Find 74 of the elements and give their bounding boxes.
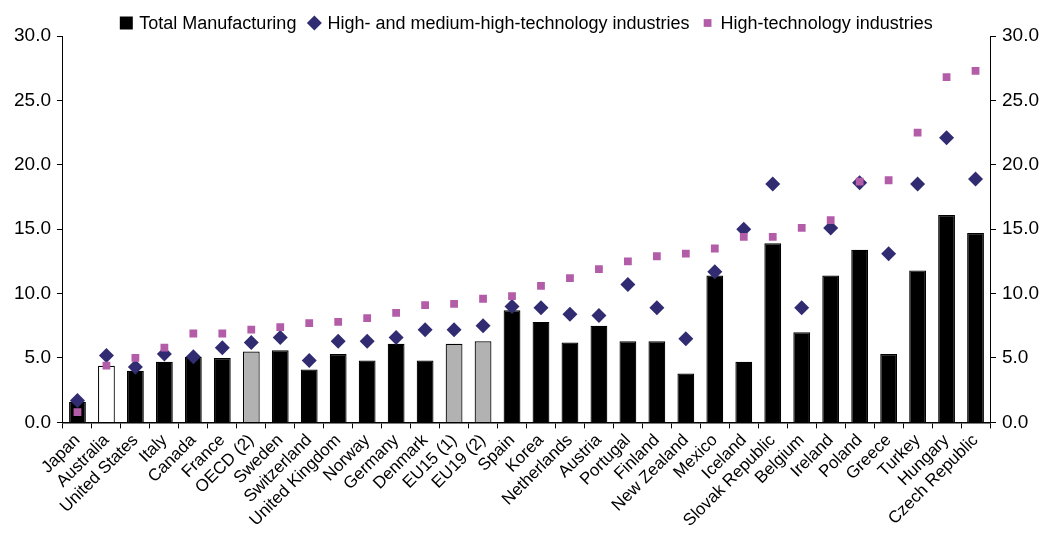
point (479, 294, 487, 303)
point (475, 318, 491, 334)
point (508, 292, 516, 301)
y-tick-label: 5.0 (24, 346, 51, 368)
y2-tick-label: 15.0 (1002, 217, 1039, 239)
point (363, 314, 372, 322)
point (910, 176, 926, 192)
point (276, 323, 285, 331)
point (707, 264, 723, 280)
point (566, 274, 574, 283)
point (881, 246, 897, 262)
y2-tick-label: 0.0 (1002, 410, 1029, 432)
point (504, 298, 520, 314)
point (797, 224, 806, 232)
point (392, 309, 401, 317)
point (678, 331, 694, 347)
point (794, 300, 810, 316)
point (417, 322, 433, 338)
y-tick-label: 0.0 (24, 410, 51, 432)
point (243, 335, 259, 351)
y-tick-label: 25.0 (14, 88, 51, 110)
point (595, 265, 603, 274)
point (768, 233, 777, 241)
point (681, 249, 690, 258)
point (160, 343, 169, 352)
point (710, 244, 719, 253)
point (533, 300, 549, 316)
point (652, 252, 661, 261)
y2-tick-label: 30.0 (1002, 24, 1039, 46)
point (102, 361, 111, 370)
y2-tick-label: 25.0 (1002, 88, 1039, 110)
point (69, 392, 85, 408)
point (971, 66, 980, 75)
point (624, 257, 632, 266)
legend-label: High-technology industries (720, 12, 933, 33)
point (218, 329, 227, 338)
y-tick-label: 15.0 (14, 217, 51, 239)
point (450, 300, 458, 308)
point (127, 359, 143, 375)
y2-tick-label: 5.0 (1002, 346, 1029, 368)
point (359, 333, 375, 349)
point (185, 349, 201, 365)
legend-label: Total Manufacturing (139, 12, 297, 33)
point (884, 176, 893, 185)
point (591, 307, 607, 323)
point (301, 353, 317, 369)
point (305, 319, 314, 328)
point (247, 325, 256, 334)
point (939, 130, 955, 146)
point (446, 322, 462, 338)
legend-label: High- and medium-high-technology industries (327, 12, 690, 33)
point (826, 216, 835, 225)
point (214, 340, 230, 356)
y-tick-label: 30.0 (14, 24, 51, 46)
point (620, 277, 636, 293)
point (649, 300, 665, 316)
y-tick-label: 10.0 (14, 281, 51, 303)
point (334, 318, 343, 326)
y-tick-label: 20.0 (14, 153, 51, 175)
point (765, 176, 781, 192)
point (562, 306, 578, 322)
point (942, 73, 951, 82)
point (131, 354, 140, 362)
point (189, 329, 198, 338)
point (537, 281, 545, 290)
y2-tick-label: 20.0 (1002, 153, 1039, 175)
point (739, 233, 748, 241)
point (272, 329, 288, 345)
y2-tick-label: 10.0 (1002, 281, 1039, 303)
point (421, 301, 429, 310)
point (98, 347, 114, 363)
point (330, 333, 346, 349)
point (388, 329, 404, 345)
point (968, 171, 984, 187)
